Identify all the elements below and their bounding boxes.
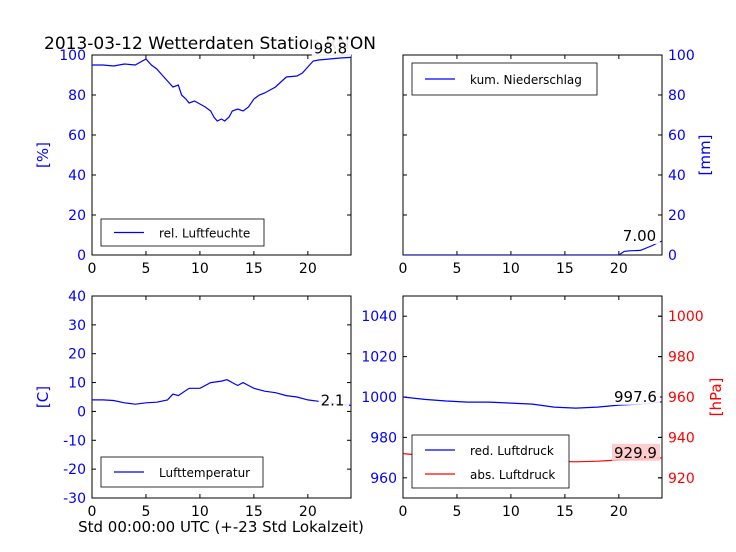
y2-tick-label: 940: [668, 430, 695, 446]
series-line-red-luftdruck: [403, 396, 662, 409]
y-tick-label: 0: [77, 248, 86, 264]
y-tick-label: -20: [63, 462, 86, 478]
x-tick-label: 10: [502, 261, 520, 277]
last-value-label: 929.9: [614, 444, 657, 462]
chart-humidity: 0 5 10 15 20 0 20 40 60 80 100 [%] rel. Luftfeuchte 9…: [34, 39, 352, 277]
y-tick-label: 30: [68, 318, 86, 334]
y-tick-label: 0: [668, 248, 677, 264]
y2-axis-label: [hPa]: [707, 378, 725, 417]
y2-tick-label: 980: [668, 350, 695, 366]
x-tick-label: 5: [141, 504, 150, 520]
y-tick-label: 80: [668, 88, 686, 104]
y-tick-label: 20: [68, 347, 86, 363]
legend-label: abs. Luftdruck: [470, 468, 555, 482]
x-tick-label: 20: [610, 504, 628, 520]
x-tick-label: 0: [88, 504, 97, 520]
x-tick-label: 0: [88, 261, 97, 277]
last-value-label: 98.8: [314, 39, 347, 57]
legend-label: Lufttemperatur: [159, 466, 250, 480]
legend-label: kum. Niederschlag: [470, 73, 582, 87]
y-axis-label: [%]: [34, 142, 52, 168]
value-label-box: [318, 391, 349, 409]
legend-label: red. Luftdruck: [470, 444, 554, 458]
figure-xlabel: Std 00:00:00 UTC (+-23 Std Lokalzeit): [78, 518, 364, 536]
y-tick-label: 10: [68, 376, 86, 392]
y-tick-label: 40: [68, 289, 86, 305]
chart-temperature: 0 5 10 15 20 -30 -20 -10 0 10 20 30 40 [C] Lufttempera…: [34, 289, 352, 520]
series-line-lufttemperatur: [92, 379, 351, 406]
last-value-label: 997.6: [614, 388, 657, 406]
x-tick-label: 20: [610, 261, 628, 277]
x-tick-label: 15: [245, 504, 263, 520]
y-tick-label: 20: [668, 208, 686, 224]
y2-tick-label: 920: [668, 471, 695, 487]
last-value-label: 2.1: [321, 391, 345, 409]
y-axis-label: [mm]: [696, 135, 714, 176]
axes-frame: [91, 295, 352, 499]
legend-label: rel. Luftfeuchte: [159, 227, 250, 241]
y-tick-label: 100: [668, 48, 695, 64]
value-label-box: [612, 387, 660, 405]
series-line-rel-luftfeuchte: [92, 56, 351, 122]
figure-title: 2013-03-12 Wetterdaten Station RNON: [44, 34, 376, 54]
y-tick-label: 0: [77, 404, 86, 420]
x-tick-label: 10: [191, 261, 209, 277]
y2-tick-label: 960: [668, 390, 695, 406]
y-tick-label: 980: [370, 430, 397, 446]
y-tick-label: 60: [668, 128, 686, 144]
value-label-box: [620, 227, 660, 244]
legend-box: [411, 434, 570, 489]
last-value-label: 7.00: [623, 227, 656, 245]
x-tick-label: 20: [299, 504, 317, 520]
series-line-kum-niederschlag: [403, 240, 662, 255]
y-tick-label: 100: [59, 48, 86, 64]
x-tick-label: 15: [245, 261, 263, 277]
y-tick-label: 1020: [361, 350, 397, 366]
y-tick-label: 80: [68, 88, 86, 104]
chart-pressure: 0 5 10 15 20 960 980 1000 1020 1040 920 940 960 980 10…: [361, 295, 725, 520]
x-tick-label: 10: [502, 504, 520, 520]
value-label-box: [311, 39, 351, 57]
chart-precipitation: 0 5 10 15 20 0 20 40 60 80 100 [mm] kum. Niederschla…: [399, 48, 714, 277]
y-tick-label: 40: [68, 168, 86, 184]
x-tick-label: 20: [299, 261, 317, 277]
x-tick-label: 5: [452, 261, 461, 277]
x-tick-label: 15: [556, 261, 574, 277]
y-tick-label: 1000: [361, 390, 397, 406]
x-tick-label: 5: [141, 261, 150, 277]
y2-tick-label: 1000: [668, 309, 704, 325]
x-tick-label: 0: [399, 504, 408, 520]
y-tick-label: 60: [68, 128, 86, 144]
value-label-box: [612, 443, 660, 461]
y-tick-label: 40: [668, 168, 686, 184]
y-tick-label: 1040: [361, 309, 397, 325]
axes-frame: [91, 54, 352, 256]
y-axis-label: [C]: [34, 386, 52, 408]
x-tick-label: 15: [556, 504, 574, 520]
x-tick-label: 10: [191, 504, 209, 520]
x-tick-label: 5: [452, 504, 461, 520]
y-tick-label: 20: [68, 208, 86, 224]
y-tick-label: 960: [370, 471, 397, 487]
y-tick-label: -10: [63, 433, 86, 449]
x-tick-label: 0: [399, 261, 408, 277]
y-tick-label: -30: [63, 491, 86, 507]
